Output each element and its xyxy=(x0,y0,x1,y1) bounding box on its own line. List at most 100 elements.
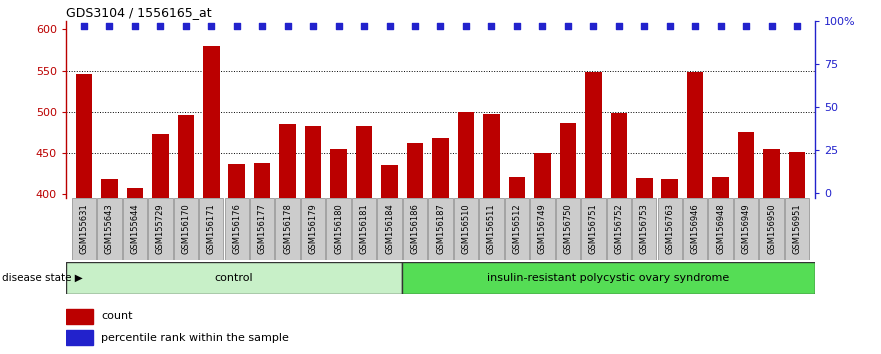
Text: GSM156948: GSM156948 xyxy=(716,203,725,254)
Point xyxy=(637,24,651,29)
Text: GSM156187: GSM156187 xyxy=(436,203,445,254)
Text: GSM156511: GSM156511 xyxy=(487,203,496,254)
Point xyxy=(611,24,626,29)
Bar xyxy=(788,152,805,354)
FancyBboxPatch shape xyxy=(759,198,784,260)
Point xyxy=(765,24,779,29)
Point xyxy=(433,24,448,29)
Text: GSM156181: GSM156181 xyxy=(359,203,368,254)
Point xyxy=(306,24,320,29)
Bar xyxy=(76,74,93,354)
Point xyxy=(790,24,804,29)
Bar xyxy=(330,149,347,354)
Text: GSM156512: GSM156512 xyxy=(513,203,522,254)
Bar xyxy=(66,309,93,324)
FancyBboxPatch shape xyxy=(71,198,96,260)
FancyBboxPatch shape xyxy=(657,198,682,260)
Text: GSM156186: GSM156186 xyxy=(411,203,419,254)
FancyBboxPatch shape xyxy=(174,198,198,260)
Text: GSM156180: GSM156180 xyxy=(334,203,343,254)
Bar xyxy=(662,179,678,354)
Bar xyxy=(254,163,270,354)
Point xyxy=(688,24,702,29)
Text: GSM156949: GSM156949 xyxy=(742,203,751,254)
FancyBboxPatch shape xyxy=(556,198,580,260)
FancyBboxPatch shape xyxy=(352,198,376,260)
Text: insulin-resistant polycystic ovary syndrome: insulin-resistant polycystic ovary syndr… xyxy=(487,273,729,283)
Bar xyxy=(763,149,780,354)
Point xyxy=(204,24,218,29)
Text: GSM156176: GSM156176 xyxy=(233,203,241,254)
Text: GSM156751: GSM156751 xyxy=(589,203,598,254)
Bar xyxy=(101,179,118,354)
Bar xyxy=(279,124,296,354)
Point xyxy=(510,24,524,29)
FancyBboxPatch shape xyxy=(326,198,351,260)
Text: GSM156753: GSM156753 xyxy=(640,203,648,254)
Bar xyxy=(127,188,143,354)
Point xyxy=(281,24,295,29)
Bar xyxy=(738,132,754,354)
FancyBboxPatch shape xyxy=(199,198,224,260)
Text: GSM156184: GSM156184 xyxy=(385,203,394,254)
Text: GSM156750: GSM156750 xyxy=(563,203,573,254)
Point xyxy=(77,24,91,29)
Bar xyxy=(381,165,398,354)
Text: disease state ▶: disease state ▶ xyxy=(2,273,83,283)
Text: GSM156171: GSM156171 xyxy=(207,203,216,254)
Bar xyxy=(356,126,373,354)
Bar xyxy=(407,143,423,354)
Text: percentile rank within the sample: percentile rank within the sample xyxy=(101,332,289,343)
Text: GSM156510: GSM156510 xyxy=(462,203,470,254)
Point xyxy=(485,24,499,29)
Text: GSM155644: GSM155644 xyxy=(130,203,139,254)
FancyBboxPatch shape xyxy=(454,198,478,260)
Bar xyxy=(66,330,93,345)
FancyBboxPatch shape xyxy=(734,198,759,260)
Bar xyxy=(508,177,525,354)
FancyBboxPatch shape xyxy=(250,198,274,260)
Bar xyxy=(433,138,448,354)
Bar xyxy=(305,126,322,354)
FancyBboxPatch shape xyxy=(479,198,504,260)
FancyBboxPatch shape xyxy=(377,198,402,260)
Bar xyxy=(483,114,500,354)
Bar xyxy=(687,72,704,354)
Text: GSM156178: GSM156178 xyxy=(283,203,292,254)
Text: GSM156179: GSM156179 xyxy=(308,203,318,254)
FancyBboxPatch shape xyxy=(403,198,427,260)
Text: GSM156950: GSM156950 xyxy=(767,203,776,254)
FancyBboxPatch shape xyxy=(66,262,402,294)
Bar xyxy=(152,134,168,354)
Point xyxy=(102,24,116,29)
Point xyxy=(153,24,167,29)
FancyBboxPatch shape xyxy=(225,198,249,260)
FancyBboxPatch shape xyxy=(301,198,325,260)
FancyBboxPatch shape xyxy=(505,198,529,260)
FancyBboxPatch shape xyxy=(97,198,122,260)
Point xyxy=(357,24,371,29)
Text: GSM156170: GSM156170 xyxy=(181,203,190,254)
Text: count: count xyxy=(101,311,133,321)
Point xyxy=(179,24,193,29)
FancyBboxPatch shape xyxy=(122,198,147,260)
FancyBboxPatch shape xyxy=(402,262,815,294)
Bar xyxy=(585,72,602,354)
Text: GSM156763: GSM156763 xyxy=(665,203,674,254)
Point xyxy=(255,24,270,29)
Text: GSM155643: GSM155643 xyxy=(105,203,114,254)
Point xyxy=(382,24,396,29)
Point xyxy=(714,24,728,29)
Point xyxy=(331,24,345,29)
Text: GSM156946: GSM156946 xyxy=(691,203,700,254)
FancyBboxPatch shape xyxy=(708,198,733,260)
Text: GSM155729: GSM155729 xyxy=(156,203,165,254)
Bar xyxy=(203,46,219,354)
Bar xyxy=(177,115,194,354)
Point xyxy=(128,24,142,29)
FancyBboxPatch shape xyxy=(785,198,810,260)
FancyBboxPatch shape xyxy=(607,198,631,260)
Bar xyxy=(559,122,576,354)
FancyBboxPatch shape xyxy=(148,198,173,260)
Bar xyxy=(611,113,627,354)
